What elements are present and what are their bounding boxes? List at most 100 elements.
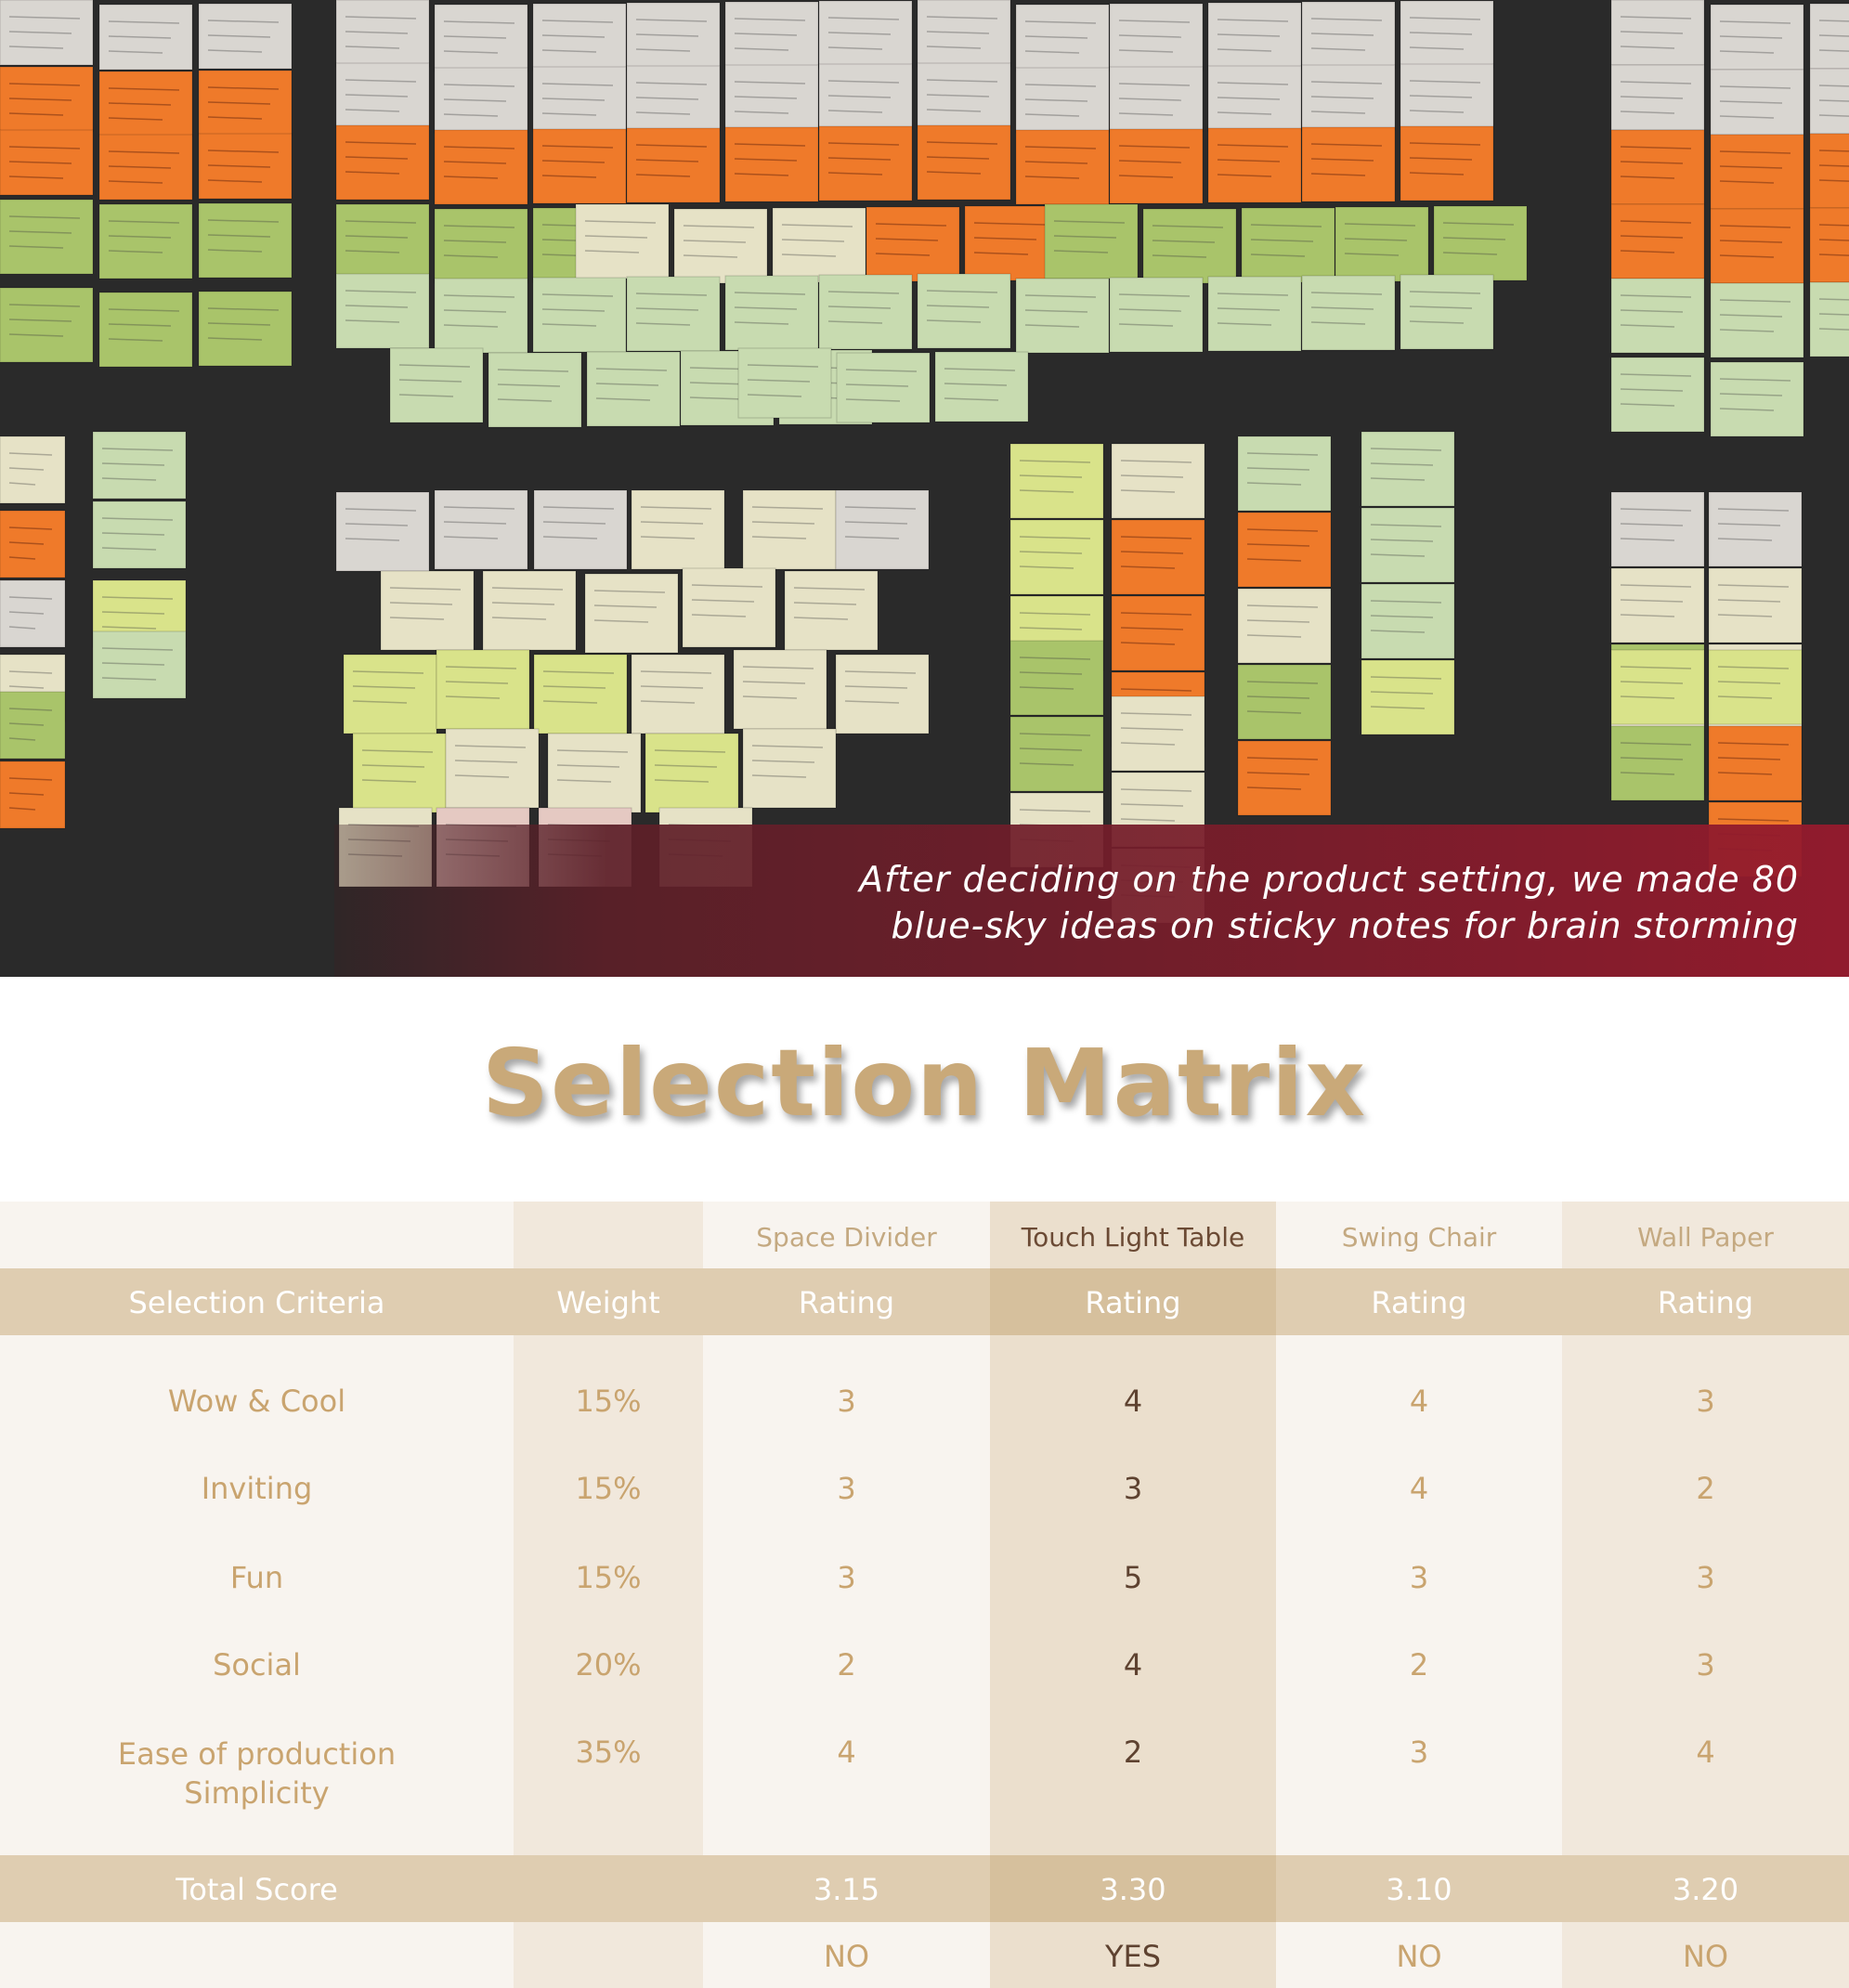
handwriting-stroke [443,521,507,525]
handwriting-stroke [1620,388,1684,392]
criterion-label-line-2: Simplicity [184,1775,330,1811]
handwriting-stroke [1120,742,1176,746]
handwriting-stroke [443,84,515,87]
handwriting-stroke [445,666,517,669]
handwriting-stroke [541,19,614,23]
sticky-note [434,208,528,284]
sticky-note [547,733,642,813]
handwriting-stroke [8,482,36,486]
handwriting-stroke [781,224,853,227]
handwriting-stroke [1120,551,1184,554]
handwriting-stroke [1053,235,1117,239]
weight-value: 15% [575,1471,642,1506]
handwriting-stroke [734,18,806,21]
handwriting-stroke [1217,322,1272,326]
handwriting-stroke [734,321,789,325]
handwriting-stroke [1442,222,1515,226]
handwriting-stroke [1118,175,1174,178]
handwriting-stroke [742,695,798,699]
handwriting-stroke [1409,110,1465,113]
handwriting-stroke [1024,50,1080,54]
handwriting-stroke [827,172,883,175]
handwriting-stroke [827,110,883,113]
handwriting-stroke [1152,254,1207,258]
handwriting-stroke [345,235,409,239]
sticky-notes-wall [0,0,1849,924]
sticky-note [0,66,94,133]
handwriting-stroke [1719,299,1791,303]
handwriting-stroke [541,145,614,149]
handwriting-stroke [443,20,515,24]
criterion-label: Fun [229,1560,284,1595]
sticky-note [1610,278,1705,354]
rating-value: 4 [1409,1471,1429,1506]
sticky-note [1710,361,1804,437]
rating-value: 3 [837,1471,856,1506]
handwriting-stroke [827,95,892,98]
handwriting-stroke [1620,584,1692,588]
handwriting-stroke [1118,34,1182,38]
sticky-note [1610,129,1705,205]
sticky-note [917,62,1011,129]
sticky-note [626,65,721,132]
handwriting-stroke [1019,627,1083,630]
handwriting-stroke [844,670,917,674]
handwriting-stroke [734,158,798,162]
handwriting-stroke [541,34,605,38]
sticky-note [1708,649,1803,725]
option-name-touch-light-table: Touch Light Table [1021,1222,1245,1253]
sticky-note [98,134,193,201]
handwriting-stroke [926,319,982,323]
handwriting-stroke [345,305,409,308]
handwriting-stroke [827,320,883,324]
total-score-value: 3.15 [813,1872,880,1907]
handwriting-stroke [497,398,553,402]
sticky-note [533,489,628,570]
handwriting-stroke [8,215,81,219]
handwriting-stroke [101,662,165,666]
sticky-note [1710,4,1804,71]
handwriting-stroke [1719,240,1783,243]
sticky-note [818,274,913,350]
rating-value: 4 [1123,1647,1143,1683]
caption-line-2: blue-sky ideas on sticky notes for brain… [891,905,1799,946]
sticky-note [1710,134,1804,210]
handwriting-stroke [1620,96,1684,99]
sticky-note [1009,519,1104,595]
handwriting-stroke [1409,95,1473,98]
sticky-note [1361,583,1455,659]
handwriting-stroke [747,364,819,368]
handwriting-stroke [389,602,453,605]
handwriting-stroke [1120,803,1184,807]
handwriting-stroke [875,238,939,241]
handwriting-stroke [108,35,172,39]
handwriting-stroke [345,141,417,145]
handwriting-stroke [1719,393,1783,396]
handwriting-stroke [751,760,815,763]
handwriting-stroke [689,396,745,400]
handwriting-stroke [345,250,400,253]
handwriting-stroke [345,109,400,112]
handwriting-stroke [443,294,515,298]
rating-value: 3 [1123,1471,1143,1506]
handwriting-stroke [1442,252,1498,255]
handwriting-stroke [8,230,72,234]
handwriting-stroke [635,292,708,296]
handwriting-stroke [1118,293,1191,297]
rating-value: 2 [1696,1471,1715,1506]
sticky-note [1237,435,1332,512]
sticky-note [1241,207,1335,283]
handwriting-stroke [8,146,81,149]
handwriting-stroke [108,250,163,253]
sticky-note [1610,491,1705,567]
handwriting-stroke [1019,733,1091,736]
handwriting-stroke [654,764,718,768]
rating-value: 4 [837,1735,856,1770]
handwriting-stroke [1620,110,1675,114]
criteria-header: Selection Criteria [128,1285,385,1320]
handwriting-stroke [584,235,648,239]
weight-value: 15% [575,1560,642,1595]
sticky-note [1400,125,1494,201]
caption-line-1: After deciding on the product setting, w… [859,859,1799,900]
handwriting-stroke [1019,612,1091,616]
